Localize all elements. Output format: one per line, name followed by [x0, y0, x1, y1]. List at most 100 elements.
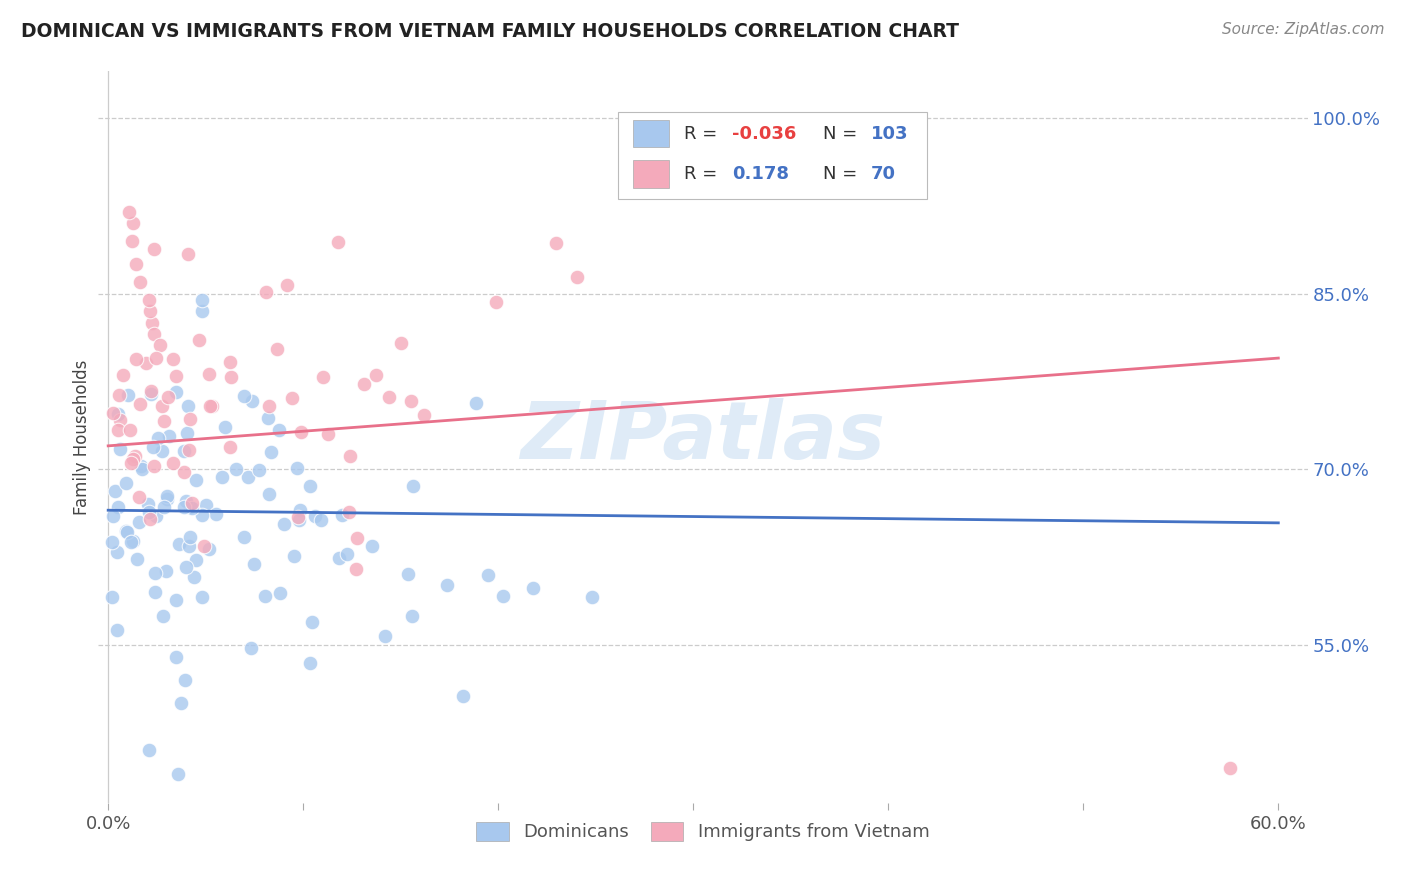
Text: R =: R = — [683, 165, 723, 183]
Point — [111, 368, 134, 382]
Point — [177, 399, 200, 413]
Point — [257, 411, 280, 425]
Point — [145, 508, 167, 523]
Point — [165, 649, 187, 664]
Point — [101, 590, 124, 604]
Point — [167, 537, 190, 551]
Point — [191, 293, 214, 307]
Point — [299, 657, 322, 671]
Point — [142, 440, 165, 454]
Point — [198, 542, 221, 557]
Point — [288, 513, 311, 527]
Point — [177, 443, 200, 458]
Point — [361, 539, 384, 553]
Point — [120, 424, 142, 438]
Point — [156, 492, 179, 507]
Point — [311, 369, 333, 384]
Point — [179, 530, 201, 544]
Point — [180, 496, 202, 510]
Point — [191, 304, 214, 318]
Point — [157, 429, 180, 443]
Point — [191, 590, 214, 604]
Point — [401, 609, 423, 624]
Text: DOMINICAN VS IMMIGRANTS FROM VIETNAM FAMILY HOUSEHOLDS CORRELATION CHART: DOMINICAN VS IMMIGRANTS FROM VIETNAM FAM… — [21, 22, 959, 41]
Point — [298, 478, 321, 492]
Point — [179, 500, 201, 514]
Point — [174, 493, 197, 508]
Point — [211, 470, 233, 484]
Point — [183, 570, 205, 584]
Point — [120, 534, 142, 549]
Point — [118, 204, 141, 219]
Point — [193, 539, 215, 553]
Point — [301, 615, 323, 630]
Point — [288, 502, 311, 516]
Point — [225, 461, 247, 475]
Point — [165, 593, 187, 607]
Point — [176, 559, 198, 574]
Point — [128, 490, 150, 504]
Point — [257, 487, 280, 501]
Point — [233, 389, 256, 403]
Point — [219, 369, 242, 384]
Point — [162, 352, 184, 367]
Y-axis label: Family Households: Family Households — [73, 359, 91, 515]
Point — [398, 567, 420, 582]
Text: Source: ZipAtlas.com: Source: ZipAtlas.com — [1222, 22, 1385, 37]
Point — [253, 589, 276, 603]
Point — [107, 423, 129, 437]
Point — [337, 505, 360, 519]
Point — [117, 388, 139, 402]
Point — [477, 567, 499, 582]
Point — [546, 235, 568, 250]
Point — [176, 425, 198, 440]
Point — [115, 524, 138, 538]
Point — [281, 391, 304, 405]
Point — [145, 351, 167, 366]
Point — [436, 578, 458, 592]
Point — [131, 461, 153, 475]
Point — [328, 551, 350, 566]
Point — [176, 247, 198, 261]
Point — [344, 561, 367, 575]
Bar — [633, 120, 669, 147]
Point — [139, 512, 162, 526]
Point — [276, 278, 298, 293]
Point — [346, 531, 368, 545]
Point — [110, 442, 132, 456]
Point — [105, 623, 128, 637]
Point — [128, 515, 150, 529]
Point — [165, 368, 187, 383]
Point — [366, 368, 388, 383]
Point — [173, 444, 195, 458]
Point — [125, 351, 148, 366]
Point — [198, 399, 221, 413]
Point — [121, 234, 143, 248]
Point — [142, 458, 165, 473]
Point — [238, 470, 260, 484]
Point — [413, 408, 436, 422]
Point — [285, 461, 308, 475]
Point — [107, 407, 129, 421]
Point — [191, 508, 214, 522]
Point — [1219, 761, 1241, 775]
Point — [565, 270, 588, 285]
Point — [195, 498, 218, 512]
Point — [239, 640, 262, 655]
Point — [290, 425, 312, 439]
Text: 0.178: 0.178 — [733, 165, 789, 183]
Text: 103: 103 — [872, 125, 908, 143]
Point — [122, 533, 145, 548]
Point — [104, 483, 127, 498]
Point — [198, 367, 221, 381]
Point — [153, 414, 176, 428]
Point — [353, 377, 375, 392]
Point — [153, 500, 176, 515]
Point — [139, 384, 162, 398]
Point — [266, 342, 288, 356]
Point — [173, 673, 195, 687]
Point — [101, 535, 124, 549]
Point — [143, 584, 166, 599]
Text: ZIPatlas: ZIPatlas — [520, 398, 886, 476]
Point — [465, 396, 488, 410]
